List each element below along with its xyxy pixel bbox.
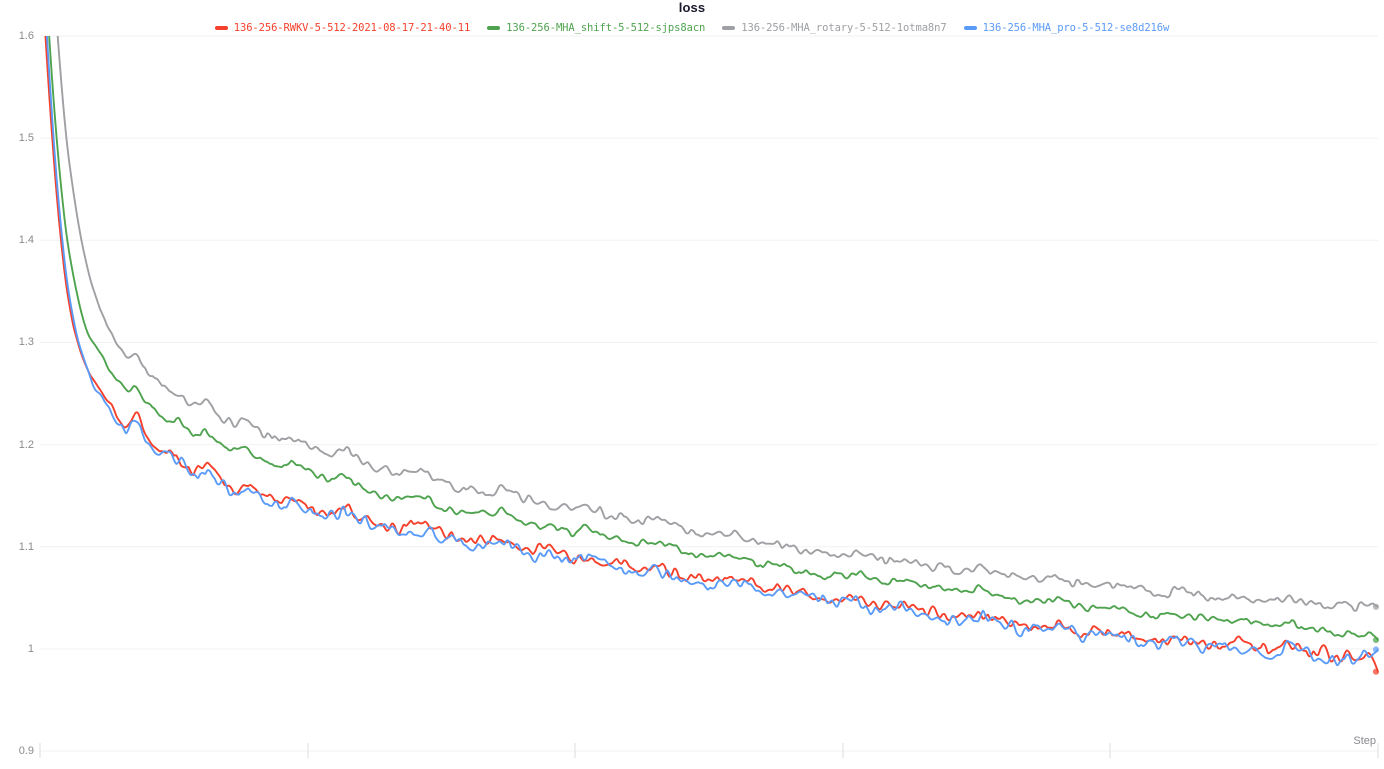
- y-axis-tick-label: 1.2: [18, 438, 34, 451]
- series-endpoint-marker: [1372, 668, 1380, 675]
- legend-item-label: 136-256-RWKV-5-512-2021-08-17-21-40-11: [233, 22, 471, 34]
- legend-color-swatch-icon: [214, 26, 228, 30]
- legend-color-swatch-icon: [963, 26, 977, 30]
- legend-item[interactable]: 136-256-MHA_rotary-5-512-1otma8n7: [722, 21, 947, 35]
- series-line: [44, 36, 1378, 673]
- series-endpoint-marker: [1372, 646, 1380, 653]
- series-group: [45, 36, 1378, 667]
- legend-color-swatch-icon: [487, 26, 501, 30]
- series-endpoint-marker: [1372, 636, 1380, 644]
- series-group: [44, 36, 1378, 673]
- legend-item-label: 136-256-MHA_shift-5-512-sjps8acn: [506, 22, 706, 34]
- series-group: [48, 36, 1378, 641]
- legend-item[interactable]: 136-256-MHA_pro-5-512-se8d216w: [963, 21, 1170, 35]
- y-axis-tick-label: 1.5: [18, 132, 34, 145]
- legend-item-label: 136-256-MHA_pro-5-512-se8d216w: [982, 22, 1170, 34]
- y-axis-tick-label: 1.6: [18, 30, 34, 42]
- y-axis-tick-labels: 1.6 1.5 1.4 1.3 1.2 1.1 1 0.9: [0, 30, 34, 757]
- series-endpoint-marker: [1372, 603, 1380, 610]
- series-line: [48, 36, 1378, 641]
- legend-item-label: 136-256-MHA_rotary-5-512-1otma8n7: [741, 22, 947, 34]
- legend-item[interactable]: 136-256-RWKV-5-512-2021-08-17-21-40-11: [214, 21, 471, 35]
- y-axis-tick-label: 1.1: [18, 540, 34, 553]
- legend-item[interactable]: 136-256-MHA_shift-5-512-sjps8acn: [487, 21, 705, 35]
- chart-legend: 136-256-RWKV-5-512-2021-08-17-21-40-11 13…: [0, 21, 1384, 35]
- series-line: [56, 36, 1378, 612]
- plot-canvas[interactable]: [39, 35, 1380, 758]
- x-axis-title: Step: [1353, 735, 1376, 747]
- y-axis-tick-label: 1.4: [18, 234, 34, 247]
- plot-area[interactable]: [39, 35, 1380, 758]
- series-line: [45, 36, 1378, 667]
- legend-color-swatch-icon: [722, 26, 736, 30]
- series-group: [56, 36, 1378, 612]
- y-axis-tick-label: 0.9: [18, 745, 34, 757]
- y-axis-tick-label: 1.3: [18, 336, 34, 349]
- y-axis-tick-label: 1: [27, 642, 34, 655]
- chart-title: loss: [678, 0, 706, 15]
